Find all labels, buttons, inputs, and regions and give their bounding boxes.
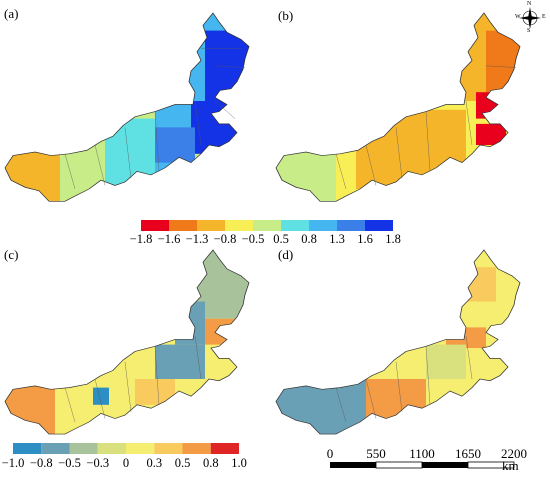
legend-top-labels: −1.8 −1.6 −1.3 −0.8 −0.5 0.5 0.8 1.3 1.6 1.8 xyxy=(130,232,401,248)
map-panel-d xyxy=(275,249,521,435)
legend-swatch xyxy=(253,220,281,231)
scale-tick-label: 2200 xyxy=(501,446,527,461)
legend-tick-label: −0.5 xyxy=(58,456,81,470)
scale-tick-label: 1100 xyxy=(409,446,435,461)
map-panel-b xyxy=(275,12,521,202)
legend-tick-label: 1.0 xyxy=(231,456,247,470)
legend-tick-label: 0.5 xyxy=(273,232,289,246)
map-panel-c xyxy=(4,249,250,435)
compass-s-label: S xyxy=(527,28,531,34)
scale-tick-label: 1650 xyxy=(455,446,481,461)
legend-bottom-labels: −1.0 −0.8 −0.5 −0.3 0 0.3 0.5 0.8 1.0 xyxy=(2,456,247,472)
legend-swatch xyxy=(13,443,42,454)
compass-n-label: N xyxy=(527,1,532,7)
legend-swatch xyxy=(309,220,337,231)
legend-swatch xyxy=(182,443,211,454)
scale-unit-label: km xyxy=(502,458,519,473)
legend-tick-label: −1.8 xyxy=(129,232,153,246)
legend-swatch xyxy=(197,220,225,231)
legend-swatch xyxy=(169,220,197,231)
legend-swatch xyxy=(141,220,169,231)
legend-tick-label: 1.3 xyxy=(329,232,345,246)
legend-tick-label: 0 xyxy=(122,456,130,470)
scale-tick-label: 550 xyxy=(366,446,386,461)
panel-d-label: (d) xyxy=(278,247,294,262)
legend-tick-label: −0.5 xyxy=(241,232,265,246)
legend-tick-label: −1.0 xyxy=(1,456,25,470)
legend-tick-label: 0.5 xyxy=(174,456,191,470)
legend-swatch xyxy=(337,220,365,231)
legend-tick-label: 1.8 xyxy=(385,232,401,246)
legend-tick-label: −0.8 xyxy=(213,232,237,246)
legend-tick-label: −0.3 xyxy=(86,456,110,470)
panel-b-label: (b) xyxy=(278,8,294,23)
legend-swatch xyxy=(225,220,253,231)
legend-tick-label: −1.6 xyxy=(157,232,181,246)
map-panel-a xyxy=(4,12,250,202)
scale-tick-label: 0 xyxy=(326,446,334,461)
compass-icon xyxy=(519,7,541,29)
legend-tick-label: 0.8 xyxy=(301,232,317,246)
legend-tick-label: 1.6 xyxy=(357,232,373,246)
legend-tick-label: −1.3 xyxy=(185,232,209,246)
legend-tick-label: 0.3 xyxy=(146,456,163,470)
compass-e-label: E xyxy=(542,14,546,20)
legend-top-bar xyxy=(141,220,393,231)
scale-bar xyxy=(330,461,515,469)
legend-swatch xyxy=(154,443,183,454)
scale-bar-labels: 0 550 1100 1650 2200 xyxy=(326,446,527,462)
legend-tick-label: −0.8 xyxy=(29,456,53,470)
legend-swatch xyxy=(210,443,239,454)
compass-w-label: W xyxy=(515,14,521,20)
legend-swatch xyxy=(365,220,393,231)
panel-c-label: (c) xyxy=(4,247,19,262)
legend-swatch xyxy=(69,443,98,454)
legend-swatch xyxy=(41,443,70,454)
legend-bottom-bar xyxy=(13,443,239,454)
legend-swatch xyxy=(281,220,309,231)
legend-tick-label: 0.8 xyxy=(202,456,219,470)
legend-swatch xyxy=(126,443,155,454)
legend-swatch xyxy=(97,443,126,454)
panel-a-label: (a) xyxy=(4,6,19,21)
